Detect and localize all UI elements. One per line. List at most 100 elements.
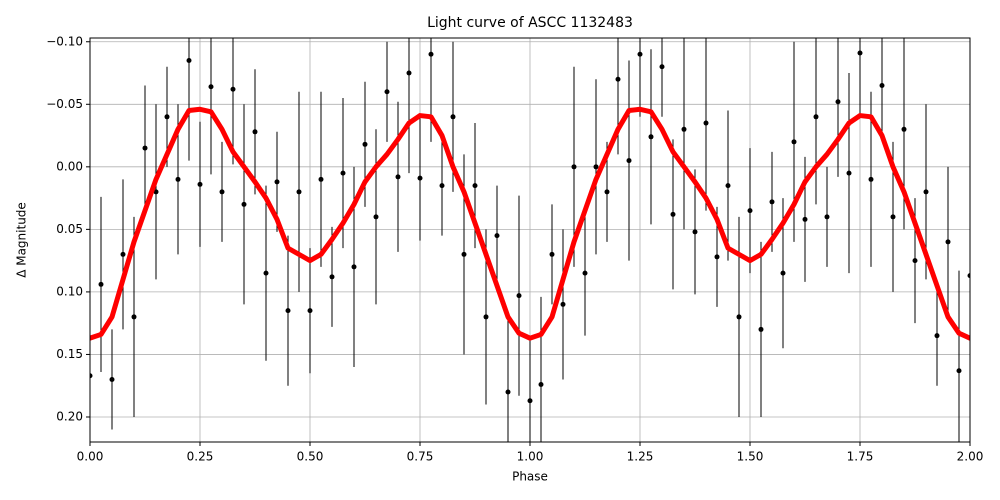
data-point	[351, 264, 357, 270]
data-point	[197, 181, 203, 187]
data-point	[593, 164, 599, 170]
y-tick-label: 0.20	[56, 409, 83, 423]
data-point	[472, 183, 478, 189]
y-tick-label: −0.10	[46, 34, 83, 48]
data-point	[846, 170, 852, 176]
data-point	[516, 293, 522, 299]
data-point	[725, 183, 731, 189]
data-point	[483, 314, 489, 320]
data-point	[648, 134, 654, 140]
chart-title: Light curve of ASCC 1132483	[427, 15, 633, 31]
data-point	[538, 381, 544, 387]
data-point	[637, 51, 643, 57]
data-point	[945, 239, 951, 245]
x-tick-label: 1.75	[847, 450, 874, 464]
data-point	[406, 70, 412, 76]
data-point	[868, 176, 874, 182]
data-point	[923, 189, 929, 195]
y-tick-label: 0.15	[56, 347, 83, 361]
data-point	[263, 270, 269, 276]
data-point	[395, 174, 401, 180]
data-point	[747, 208, 753, 214]
data-point	[582, 270, 588, 276]
data-point	[824, 214, 830, 220]
data-point	[692, 229, 698, 235]
data-point	[758, 326, 764, 332]
x-tick-label: 1.50	[737, 450, 764, 464]
data-point	[549, 251, 555, 257]
data-point	[527, 398, 533, 404]
data-point	[439, 183, 445, 189]
data-point	[142, 145, 148, 151]
data-point	[90, 373, 93, 379]
x-tick-label: 0.50	[297, 450, 324, 464]
data-point	[791, 139, 797, 145]
data-point	[703, 120, 709, 126]
data-point	[109, 376, 115, 382]
data-point	[461, 251, 467, 257]
data-point	[912, 258, 918, 264]
data-point	[736, 314, 742, 320]
data-point	[120, 251, 126, 257]
data-point	[626, 158, 632, 164]
data-point	[879, 83, 885, 89]
data-point	[362, 141, 368, 147]
data-point	[615, 76, 621, 82]
model-line	[90, 106, 970, 341]
data-point	[340, 170, 346, 176]
y-tick-label: 0.05	[56, 222, 83, 236]
data-point	[571, 164, 577, 170]
plot-area	[90, 38, 970, 442]
data-point	[956, 368, 962, 374]
data-point	[230, 86, 236, 92]
data-point	[98, 281, 104, 287]
data-point	[373, 214, 379, 220]
data-point	[186, 58, 192, 64]
data-point	[659, 64, 665, 70]
x-tick-label: 1.00	[517, 450, 544, 464]
data-point	[241, 201, 247, 207]
data-point	[681, 126, 687, 132]
data-point	[560, 301, 566, 307]
y-axis-label: Δ Magnitude	[15, 202, 29, 278]
x-tick-label: 0.00	[77, 450, 104, 464]
x-tick-label: 1.25	[627, 450, 654, 464]
data-point	[802, 216, 808, 222]
data-point	[274, 179, 280, 185]
data-point	[208, 84, 214, 90]
x-axis-label: Phase	[512, 470, 548, 484]
data-point	[329, 274, 335, 280]
data-point	[714, 254, 720, 260]
data-point	[670, 211, 676, 217]
data-point	[318, 176, 324, 182]
data-point	[934, 333, 940, 339]
y-tick-label: 0.00	[56, 159, 83, 173]
data-point	[296, 189, 302, 195]
data-point	[384, 89, 390, 95]
x-tick-label: 2.00	[957, 450, 984, 464]
data-point	[604, 189, 610, 195]
ticks: 0.00 0.25 0.50 0.75 1.00 1.25 1.50 1.75 2.00 −0.1…	[46, 34, 983, 463]
data-point	[307, 308, 313, 314]
data-point	[780, 270, 786, 276]
data-point	[131, 314, 137, 320]
data-point	[175, 176, 181, 182]
data-point	[813, 114, 819, 120]
data-point	[285, 308, 291, 314]
data-point	[417, 175, 423, 181]
y-tick-label: −0.05	[46, 97, 83, 111]
data-point	[153, 189, 159, 195]
data-point	[252, 129, 258, 135]
data-point	[769, 199, 775, 205]
data-point	[857, 50, 863, 56]
x-tick-label: 0.25	[187, 450, 214, 464]
data-point	[890, 214, 896, 220]
data-point	[967, 273, 970, 279]
data-point	[835, 99, 841, 105]
data-point	[219, 189, 225, 195]
data-point	[450, 114, 456, 120]
data-point	[901, 126, 907, 132]
x-tick-label: 0.75	[407, 450, 434, 464]
y-tick-label: 0.10	[56, 284, 83, 298]
